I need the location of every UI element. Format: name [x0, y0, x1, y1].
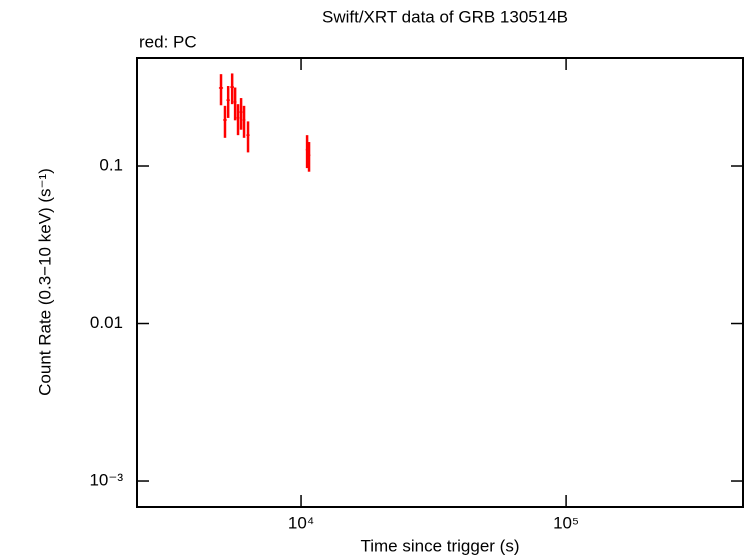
- y-tick-label: 10⁻³: [89, 471, 123, 490]
- y-tick-label: 0.1: [99, 155, 123, 174]
- x-tick-label: 10⁴: [288, 513, 314, 532]
- annotation: red: PC: [139, 32, 197, 51]
- x-tick-label: 10⁵: [553, 513, 579, 532]
- plot-frame: [136, 57, 744, 508]
- y-axis-label: Count Rate (0.3−10 keV) (s⁻¹): [35, 168, 54, 396]
- y-tick-label: 0.01: [90, 313, 123, 332]
- chart-title: Swift/XRT data of GRB 130514B: [322, 7, 568, 26]
- x-axis-label: Time since trigger (s): [360, 536, 519, 555]
